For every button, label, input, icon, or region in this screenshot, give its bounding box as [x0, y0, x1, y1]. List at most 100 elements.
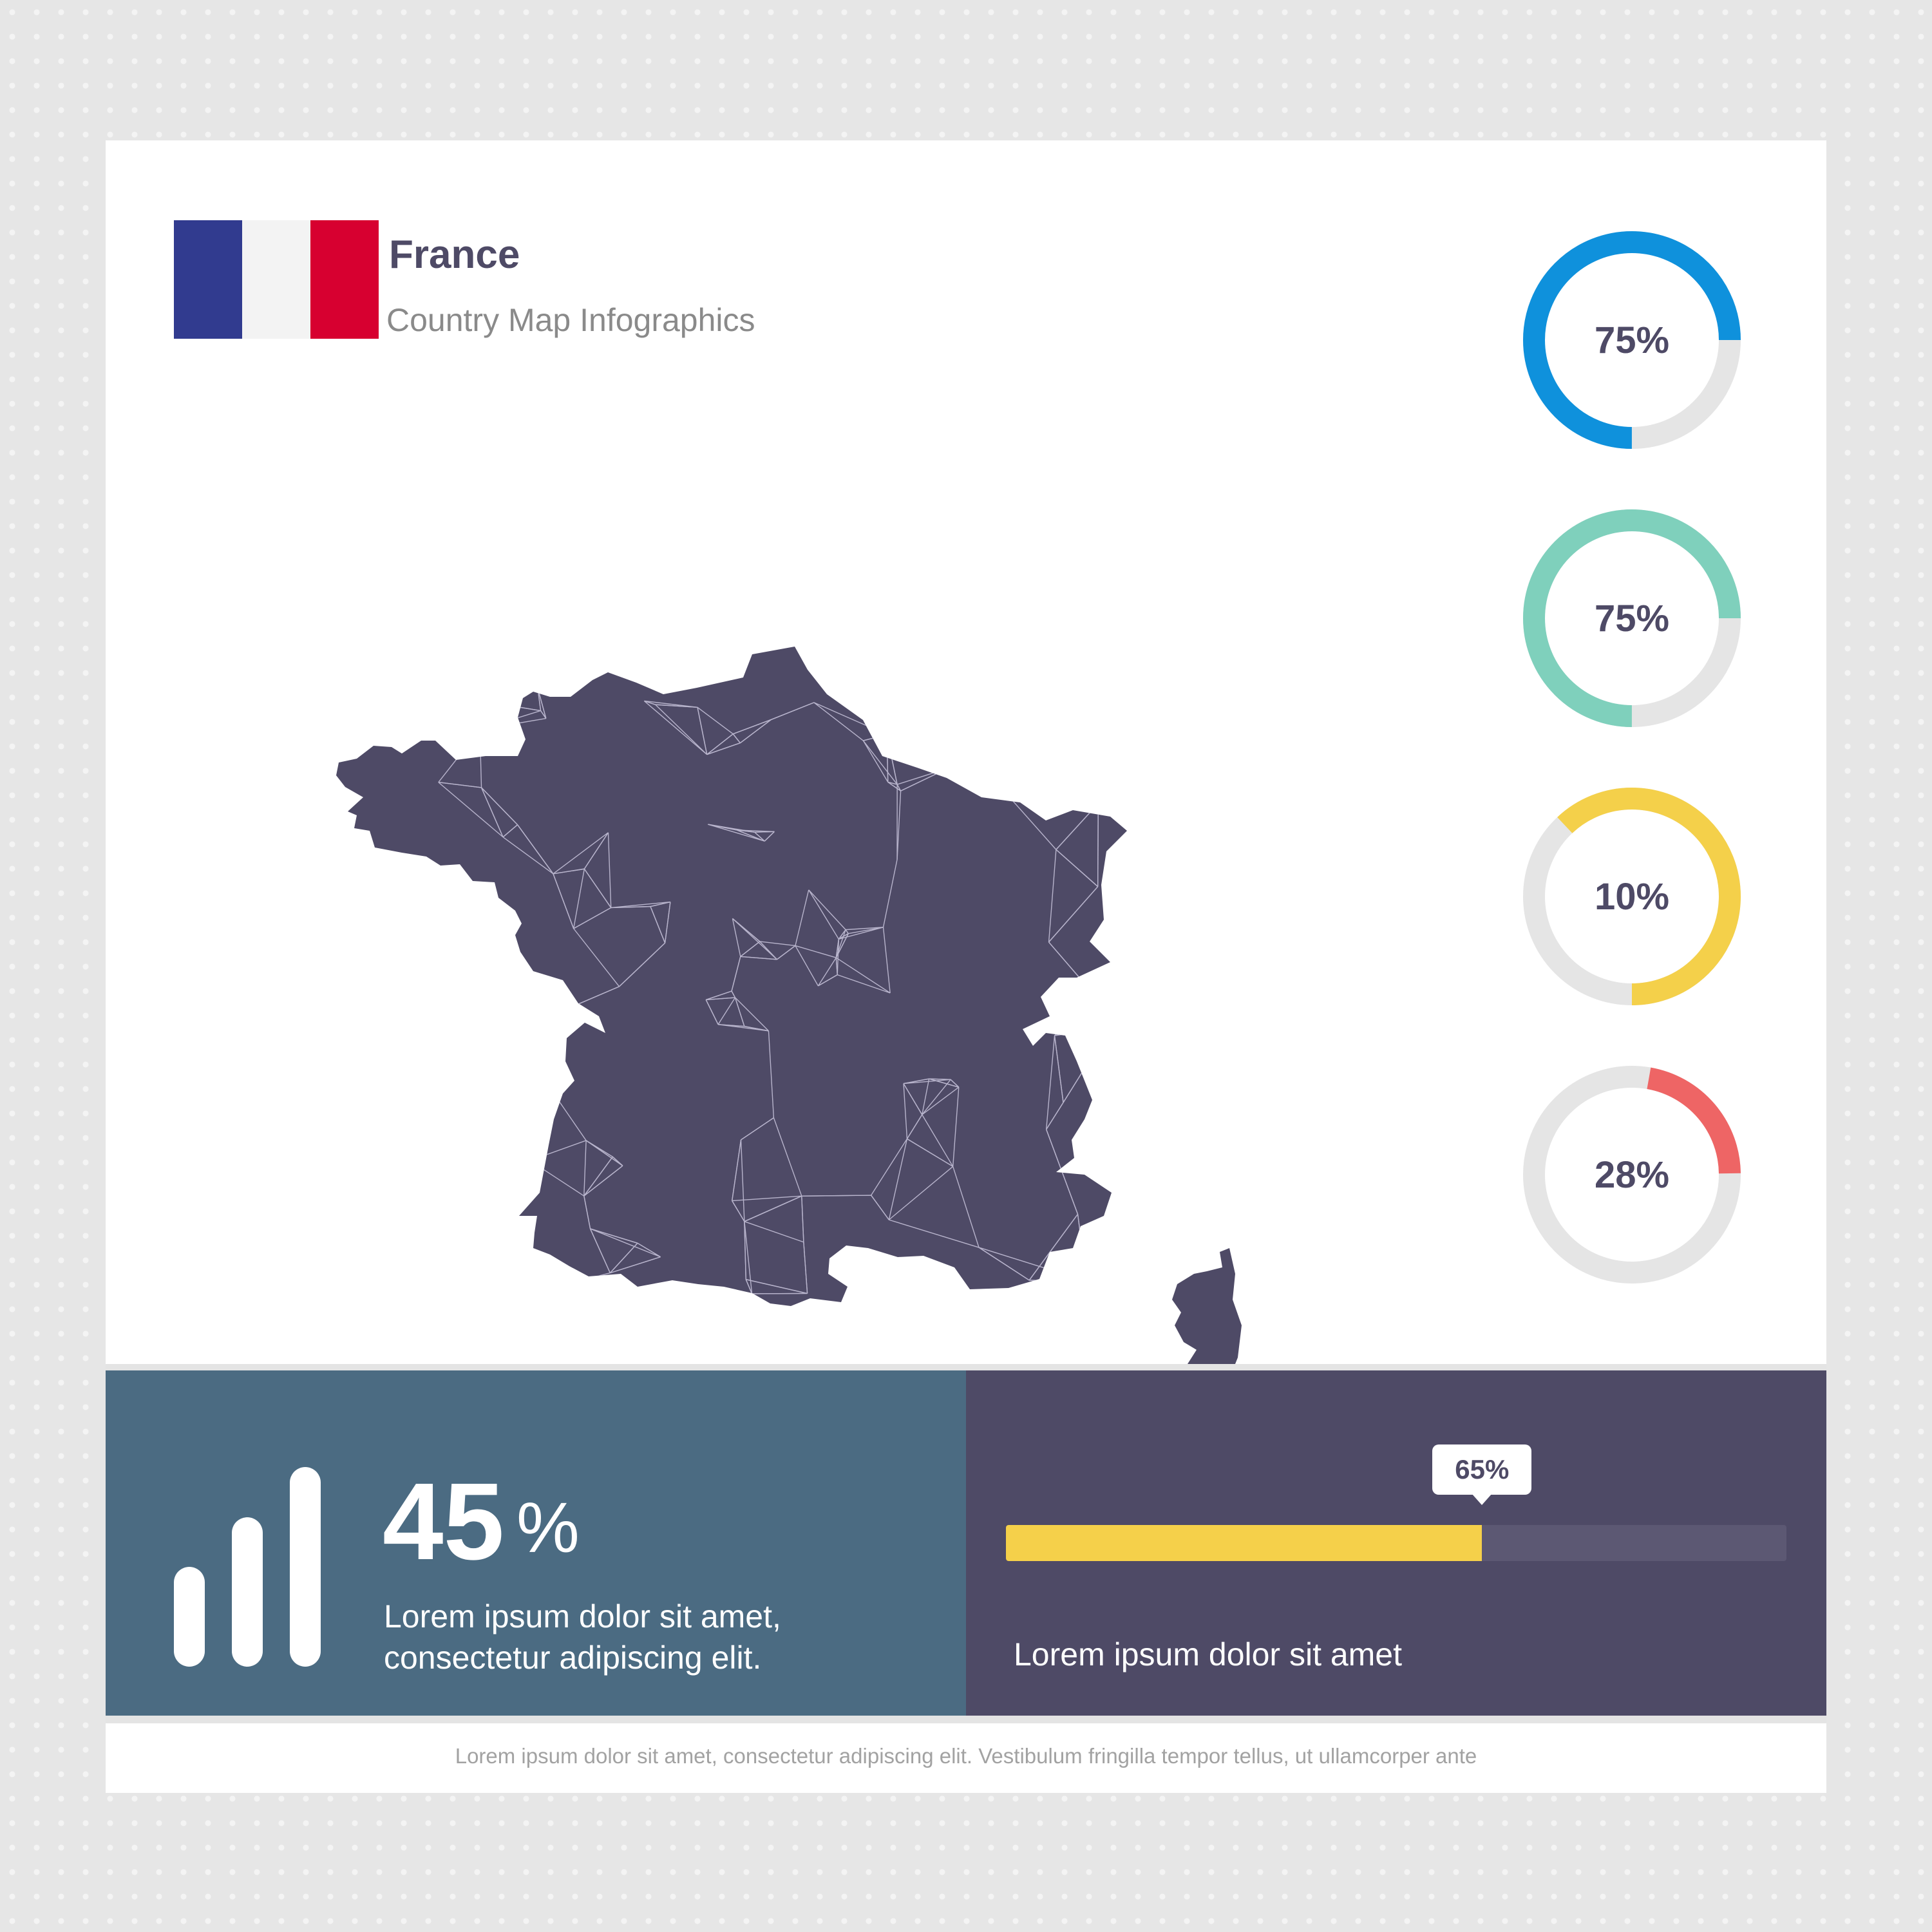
map-mesh-line: [922, 1114, 954, 1167]
map-mesh-line: [1009, 796, 1057, 850]
flag-icon: [174, 220, 379, 339]
map-mesh-line: [731, 956, 741, 992]
map-mesh-line: [475, 1225, 477, 1227]
map-mesh-line: [887, 781, 902, 791]
map-mesh-line: [475, 1226, 507, 1238]
map-mesh-line: [1056, 849, 1099, 887]
map-mesh-line: [1046, 1102, 1064, 1130]
map-mesh-line: [978, 1247, 1030, 1281]
map-mesh-line: [888, 1166, 954, 1220]
map-mesh-line: [583, 1140, 587, 1197]
map-mesh-line: [744, 1221, 804, 1243]
map-mesh-line: [717, 997, 736, 1025]
map-mesh-line: [478, 700, 480, 730]
donut-ring-4: [1523, 1066, 1741, 1283]
map-mesh-line: [426, 1150, 477, 1226]
map-mesh-line: [573, 928, 620, 987]
progress-description: Lorem ipsum dolor sit amet: [1014, 1636, 1403, 1672]
stat-text-line-2: consectetur adipiscing elit.: [384, 1640, 762, 1676]
map-mesh-line: [607, 832, 612, 908]
icon-bar-2: [232, 1517, 263, 1667]
map-mesh-line: [446, 913, 459, 927]
map-mesh-line: [947, 768, 981, 772]
map-mesh-line: [835, 929, 846, 958]
map-mesh-line: [1009, 752, 1059, 797]
map-mesh-line: [509, 1160, 531, 1174]
map-mesh-line: [718, 1024, 769, 1032]
map-mesh-line: [862, 740, 889, 782]
map-mesh-line: [475, 1226, 478, 1255]
map-mesh-line: [838, 929, 846, 940]
donut-value-arc: [1523, 788, 1741, 1005]
map-mesh-line: [643, 700, 708, 755]
map-mesh-line: [708, 824, 765, 842]
map-mesh-line: [952, 1087, 960, 1167]
map-mesh-line: [517, 824, 554, 875]
map-mesh-line: [795, 945, 819, 987]
footer-divider: [106, 1716, 1826, 1723]
map-mesh-line: [734, 997, 745, 1027]
map-mesh-line: [708, 824, 755, 833]
map-mesh-line: [427, 1141, 464, 1151]
donut-track: [1523, 1066, 1741, 1283]
donut-ring-2: [1523, 509, 1741, 727]
map-mesh-line: [553, 868, 585, 875]
map-mesh-line: [1018, 752, 1059, 777]
map-mesh-line: [1048, 849, 1057, 942]
map-mesh-line: [732, 1139, 742, 1201]
map-mesh-line: [736, 829, 765, 842]
map-mesh-line: [477, 1254, 486, 1294]
map-mesh-line: [477, 1237, 507, 1255]
map-mesh-line: [1029, 1280, 1087, 1282]
map-mesh-line: [947, 768, 981, 772]
map-mesh-line: [1058, 752, 1099, 804]
map-mesh-line: [476, 1173, 511, 1226]
map-mesh-line: [706, 734, 734, 755]
map-mesh-line: [464, 1141, 511, 1174]
map-mesh-line: [573, 907, 612, 929]
map-mesh-line: [981, 771, 1010, 797]
map-mesh-line: [655, 704, 698, 708]
map-mesh-line: [735, 997, 769, 1032]
map-mesh-line: [446, 925, 456, 941]
map-mesh-line: [950, 1079, 960, 1088]
map-mesh-line: [446, 913, 459, 927]
map-mesh-line: [478, 700, 480, 730]
map-mesh-line: [1054, 1035, 1064, 1103]
icon-bar-3: [290, 1467, 321, 1667]
map-mesh-line: [882, 927, 891, 993]
map-mesh-line: [882, 859, 898, 927]
map-mesh-line: [664, 902, 671, 943]
map-mesh-line: [818, 974, 838, 987]
progress-track: [1006, 1525, 1786, 1561]
map-mesh-line: [442, 1054, 552, 1091]
donut-value-arc: [1523, 1066, 1741, 1283]
map-mesh-line: [583, 1156, 613, 1197]
map-mesh-line: [837, 974, 891, 994]
map-mesh-line: [611, 901, 670, 909]
map-mesh-line: [509, 1160, 531, 1174]
map-mesh-line: [744, 1195, 802, 1222]
map-mesh-line: [466, 905, 507, 960]
france-map: [336, 647, 1242, 1377]
progress-panel: 65% Lorem ipsum dolor sit amet: [966, 1370, 1826, 1716]
map-mesh-line: [1058, 752, 1099, 804]
map-mesh-line: [619, 942, 666, 987]
progress-label: 65%: [1455, 1454, 1510, 1484]
map-mesh-line: [542, 1272, 611, 1292]
map-mesh-line: [446, 905, 467, 927]
map-mesh-line: [583, 1165, 623, 1197]
map-mesh-line: [454, 905, 468, 940]
map-mesh-line: [650, 901, 671, 907]
map-mesh-line: [590, 1228, 638, 1244]
map-mesh-line: [475, 1225, 477, 1227]
donut-label-3: 10%: [1594, 875, 1670, 918]
map-mesh-line: [744, 1221, 746, 1280]
map-mesh-line: [848, 927, 884, 934]
map-mesh-line: [1100, 1002, 1111, 1028]
map-mesh-line: [906, 1114, 923, 1139]
map-mesh-line: [551, 1010, 564, 1090]
map-mesh-line: [907, 1138, 954, 1167]
map-mesh-line: [731, 990, 736, 998]
map-mesh-line: [706, 997, 735, 1001]
